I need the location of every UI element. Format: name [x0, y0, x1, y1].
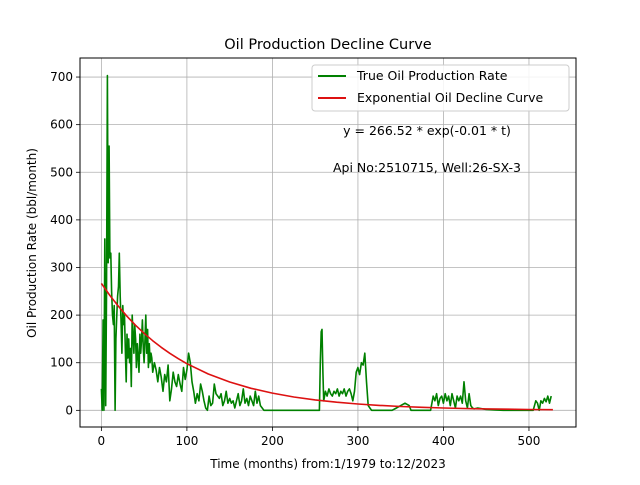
y-tick-label: 0: [65, 403, 73, 417]
x-tick-label: 200: [261, 434, 284, 448]
well-annotation: Api No:2510715, Well:26-SX-3: [333, 160, 521, 175]
legend-box: [311, 64, 570, 112]
x-axis-label: Time (months) from:1/1979 to:12/2023: [209, 457, 446, 471]
x-tick-label: 500: [518, 434, 541, 448]
y-tick-label: 400: [50, 213, 73, 227]
y-tick-label: 500: [50, 165, 73, 179]
chart-title: Oil Production Decline Curve: [224, 37, 432, 53]
legend-label-true-rate: True Oil Production Rate: [356, 68, 508, 83]
annotations: y = 266.52 * exp(-0.01 * t) Api No:25107…: [333, 123, 521, 175]
plot-frame: [79, 57, 577, 428]
plot-area: [79, 57, 577, 428]
y-tick-label: 700: [50, 70, 73, 84]
x-tick-label: 300: [346, 434, 369, 448]
y-tick-label: 600: [50, 118, 73, 132]
y-tick-label: 300: [50, 260, 73, 274]
legend: True Oil Production Rate Exponential Oil…: [311, 64, 570, 112]
exponential-decline-curve-line: [100, 282, 553, 411]
equation-annotation: y = 266.52 * exp(-0.01 * t): [343, 123, 511, 138]
x-tick-label: 0: [98, 434, 106, 448]
series-layer: [100, 74, 553, 412]
true-oil-production-rate-line: [100, 74, 552, 412]
y-tick-label: 100: [50, 356, 73, 370]
plot-background: [80, 58, 576, 427]
legend-label-exp-curve: Exponential Oil Decline Curve: [357, 90, 544, 105]
x-axis: 0 100 200 300 400 500: [98, 427, 541, 448]
y-axis: 0 100 200 300 400 500 600 700: [50, 70, 80, 417]
y-tick-label: 200: [50, 308, 73, 322]
x-tick-label: 100: [175, 434, 198, 448]
y-axis-label: Oil Production Rate (bbl/month): [25, 148, 39, 338]
x-tick-label: 400: [432, 434, 455, 448]
